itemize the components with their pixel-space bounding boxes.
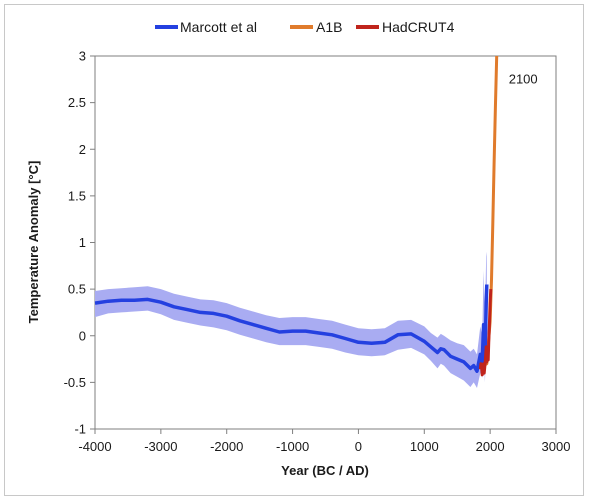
x-tick-label: -1000 — [276, 439, 309, 454]
x-tick-label: 1000 — [410, 439, 439, 454]
x-tick-label: -2000 — [210, 439, 243, 454]
y-tick-label: 3 — [79, 49, 86, 64]
x-tick-label: -4000 — [78, 439, 111, 454]
y-tick-label: 2 — [79, 142, 86, 157]
x-tick-label: 2000 — [476, 439, 505, 454]
series-line-hadcrut4 — [478, 289, 493, 377]
plot-area — [94, 55, 557, 430]
x-axis-title: Year (BC / AD) — [281, 463, 369, 478]
uncertainty-band-marcott-et-al — [95, 251, 487, 388]
series-line-marcott-et-al — [94, 284, 489, 373]
legend-label-a1b: A1B — [316, 19, 342, 35]
y-tick-label: 0 — [79, 328, 86, 343]
annotation-2100: 2100 — [509, 71, 538, 86]
y-tick-label: 0.5 — [68, 282, 86, 297]
y-tick-label: 1 — [79, 235, 86, 250]
x-tick-label: 3000 — [542, 439, 571, 454]
legend: Marcott et al A1B HadCRUT4 — [155, 19, 455, 35]
legend-label-marcott: Marcott et al — [180, 19, 257, 35]
y-tick-label: 1.5 — [68, 188, 86, 203]
y-tick-label: -0.5 — [64, 375, 86, 390]
y-tick-label: 2.5 — [68, 95, 86, 110]
x-tick-label: -3000 — [144, 439, 177, 454]
y-tick-label: -1 — [74, 422, 86, 437]
legend-label-hadcrut4: HadCRUT4 — [382, 19, 455, 35]
y-axis-title: Temperature Anomaly [°C] — [26, 161, 41, 324]
x-tick-label: 0 — [355, 439, 362, 454]
